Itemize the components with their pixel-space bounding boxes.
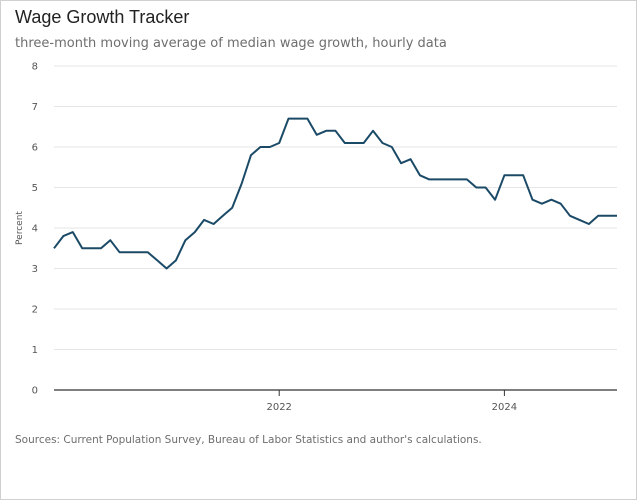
y-tick-label: 3 — [32, 264, 38, 275]
y-tick-label: 1 — [32, 345, 38, 356]
y-tick-label: 4 — [32, 224, 38, 235]
y-tick-label: 2 — [32, 305, 38, 316]
chart-subtitle: three-month moving average of median wag… — [15, 36, 447, 51]
y-tick-label: 7 — [32, 102, 38, 113]
y-tick-labels: 0 1 2 3 4 5 6 7 8 — [32, 62, 38, 397]
y-axis-label: Percent — [15, 211, 25, 245]
y-tick-label: 5 — [32, 183, 38, 194]
x-tick-labels: 2022 2024 — [266, 390, 517, 413]
y-tick-label: 0 — [32, 386, 38, 397]
y-tick-label: 6 — [32, 143, 38, 154]
x-tick-label: 2024 — [492, 402, 517, 413]
x-tick-label: 2022 — [266, 402, 291, 413]
y-tick-label: 8 — [32, 62, 38, 73]
chart-title: Wage Growth Tracker — [15, 7, 190, 27]
series-line-wage-growth — [53, 117, 617, 270]
gridlines — [54, 65, 617, 391]
source-note: Sources: Current Population Survey, Bure… — [15, 434, 482, 446]
